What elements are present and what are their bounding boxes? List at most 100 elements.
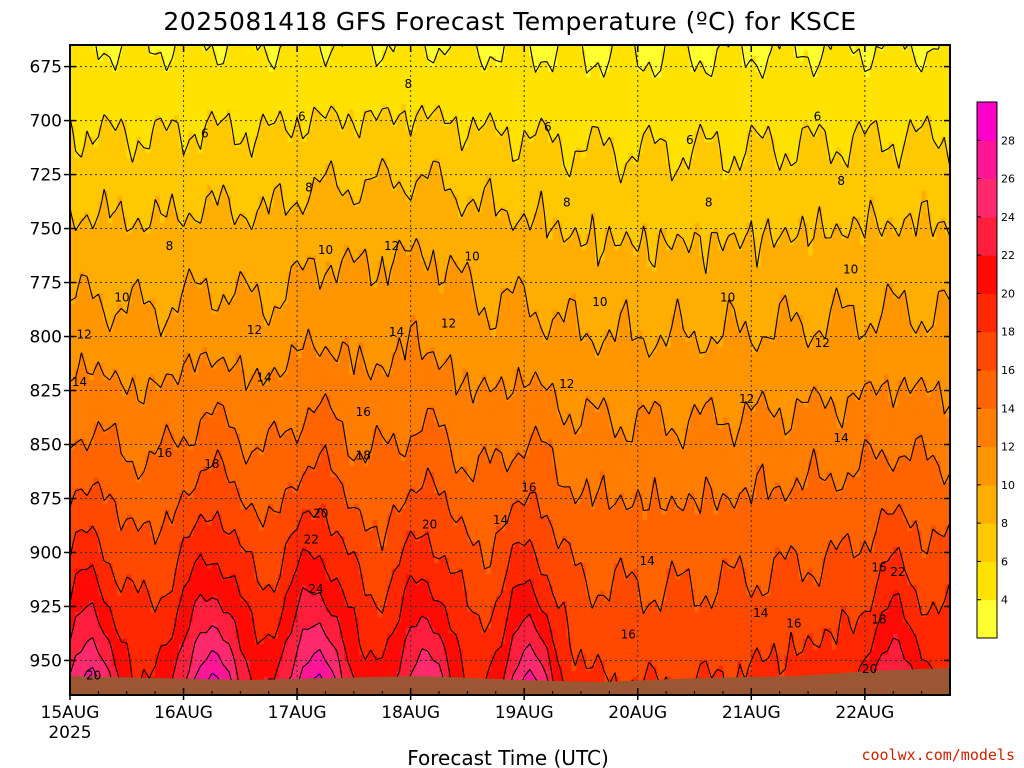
- temperature-cell: [132, 121, 137, 127]
- temperature-cell: [94, 412, 99, 418]
- temperature-cell: [184, 94, 189, 100]
- temperature-cell: [94, 374, 99, 380]
- temperature-cell: [240, 234, 245, 240]
- temperature-cell: [75, 536, 80, 542]
- temperature-cell: [193, 315, 198, 321]
- temperature-cell: [184, 121, 189, 127]
- temperature-cell: [212, 569, 217, 575]
- temperature-cell: [184, 509, 189, 515]
- temperature-cell: [231, 590, 236, 596]
- temperature-cell: [98, 239, 103, 245]
- temperature-cell: [98, 288, 103, 294]
- temperature-cell: [165, 666, 170, 672]
- temperature-cell: [98, 579, 103, 585]
- temperature-cell: [221, 266, 226, 272]
- temperature-cell: [141, 450, 146, 456]
- temperature-cell: [207, 666, 212, 672]
- temperature-cell: [207, 477, 212, 483]
- temperature-cell: [113, 461, 118, 467]
- temperature-cell: [132, 293, 137, 299]
- temperature-cell: [236, 574, 241, 580]
- temperature-cell: [108, 358, 113, 364]
- temperature-cell: [84, 536, 89, 542]
- temperature-cell: [202, 401, 207, 407]
- temperature-cell: [188, 229, 193, 235]
- temperature-cell: [103, 266, 108, 272]
- temperature-cell: [75, 104, 80, 110]
- temperature-cell: [184, 202, 189, 208]
- temperature-cell: [103, 450, 108, 456]
- temperature-cell: [122, 418, 127, 424]
- temperature-cell: [259, 175, 264, 181]
- temperature-cell: [79, 401, 84, 407]
- temperature-cell: [231, 498, 236, 504]
- temperature-cell: [141, 623, 146, 629]
- temperature-cell: [84, 423, 89, 429]
- temperature-cell: [259, 256, 264, 262]
- temperature-cell: [89, 612, 94, 618]
- temperature-cell: [184, 455, 189, 461]
- temperature-cell: [75, 304, 80, 310]
- temperature-cell: [117, 234, 122, 240]
- temperature-cell: [255, 396, 260, 402]
- temperature-cell: [259, 250, 264, 256]
- temperature-cell: [226, 461, 231, 467]
- temperature-cell: [245, 202, 250, 208]
- temperature-cell: [122, 320, 127, 326]
- temperature-cell: [193, 617, 198, 623]
- temperature-cell: [245, 612, 250, 618]
- temperature-cell: [236, 77, 241, 83]
- temperature-cell: [245, 515, 250, 521]
- temperature-cell: [231, 450, 236, 456]
- temperature-cell: [141, 369, 146, 375]
- temperature-cell: [75, 347, 80, 353]
- temperature-cell: [184, 288, 189, 294]
- temperature-cell: [212, 239, 217, 245]
- temperature-cell: [250, 56, 255, 62]
- temperature-cell: [255, 94, 260, 100]
- temperature-cell: [259, 401, 264, 407]
- temperature-cell: [136, 347, 141, 353]
- temperature-cell: [250, 536, 255, 542]
- temperature-cell: [217, 574, 222, 580]
- temperature-cell: [174, 434, 179, 440]
- temperature-cell: [108, 488, 113, 494]
- temperature-cell: [103, 644, 108, 650]
- temperature-cell: [98, 401, 103, 407]
- temperature-cell: [103, 525, 108, 531]
- temperature-cell: [193, 579, 198, 585]
- temperature-cell: [108, 477, 113, 483]
- temperature-cell: [169, 110, 174, 116]
- temperature-cell: [84, 164, 89, 170]
- temperature-cell: [165, 401, 170, 407]
- temperature-cell: [165, 542, 170, 548]
- temperature-cell: [84, 660, 89, 666]
- temperature-cell: [217, 380, 222, 386]
- temperature-cell: [226, 185, 231, 191]
- temperature-cell: [202, 369, 207, 375]
- temperature-cell: [198, 266, 203, 272]
- temperature-cell: [240, 428, 245, 434]
- temperature-cell: [226, 347, 231, 353]
- temperature-cell: [141, 418, 146, 424]
- temperature-cell: [202, 175, 207, 181]
- temperature-cell: [236, 617, 241, 623]
- temperature-cell: [202, 304, 207, 310]
- temperature-cell: [165, 606, 170, 612]
- temperature-cell: [127, 612, 132, 618]
- temperature-cell: [255, 617, 260, 623]
- temperature-cell: [188, 374, 193, 380]
- temperature-cell: [117, 531, 122, 537]
- temperature-cell: [217, 77, 222, 83]
- temperature-cell: [103, 229, 108, 235]
- temperature-cell: [188, 412, 193, 418]
- temperature-cell: [169, 137, 174, 143]
- temperature-cell: [98, 148, 103, 154]
- temperature-cell: [236, 477, 241, 483]
- temperature-cell: [245, 466, 250, 472]
- temperature-cell: [236, 515, 241, 521]
- temperature-cell: [103, 131, 108, 137]
- temperature-cell: [245, 110, 250, 116]
- temperature-cell: [231, 77, 236, 83]
- temperature-cell: [108, 304, 113, 310]
